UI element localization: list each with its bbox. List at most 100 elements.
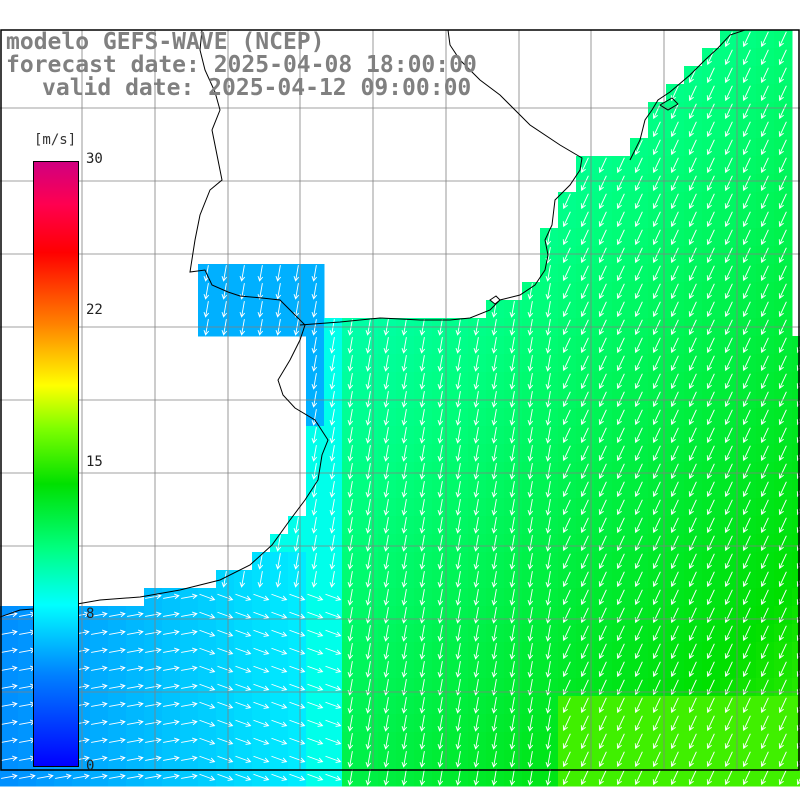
wind-arrow	[616, 283, 625, 300]
wind-arrow	[670, 265, 679, 282]
wind-arrow	[545, 697, 552, 714]
wind-arrow	[724, 175, 733, 192]
wind-arrow	[724, 85, 733, 102]
wind-arrow	[401, 355, 408, 372]
wind-arrow	[670, 625, 679, 642]
wind-arrow	[706, 175, 715, 192]
wind-arrow	[311, 535, 318, 552]
wind-arrow	[365, 607, 372, 624]
wind-arrow	[509, 607, 516, 624]
wind-arrow	[634, 139, 643, 156]
wind-arrow	[545, 535, 552, 552]
wind-arrow	[580, 517, 589, 534]
wind-arrow	[473, 427, 480, 444]
wind-arrow	[257, 301, 264, 318]
wind-arrow	[742, 283, 751, 300]
wind-arrow	[311, 373, 318, 390]
wind-arrow	[545, 265, 552, 282]
wind-speed-cell	[792, 516, 800, 535]
wind-arrow	[670, 427, 679, 444]
wind-arrow	[109, 665, 126, 672]
wind-arrow	[289, 701, 306, 709]
wind-arrow	[271, 737, 288, 745]
wind-arrow	[598, 229, 607, 246]
wind-arrow	[329, 571, 336, 588]
wind-arrow	[347, 733, 354, 750]
wind-arrow	[145, 683, 162, 690]
wind-arrow	[688, 535, 697, 552]
wind-arrow	[325, 611, 342, 619]
wind-arrow	[419, 589, 426, 606]
colorbar-unit: [m/s]	[34, 132, 77, 148]
wind-arrow	[37, 773, 54, 780]
wind-arrow	[760, 229, 769, 246]
wind-arrow	[1, 647, 18, 654]
wind-arrow	[401, 373, 408, 390]
wind-arrow	[778, 391, 787, 408]
wind-arrow	[670, 661, 679, 678]
wind-arrow	[163, 611, 180, 618]
wind-arrow	[598, 445, 607, 462]
wind-arrow	[778, 301, 787, 318]
wind-arrow	[455, 373, 462, 390]
wind-arrow	[383, 751, 390, 768]
wind-arrow	[545, 499, 552, 516]
wind-arrow	[778, 535, 787, 552]
wind-arrow	[127, 683, 144, 690]
wind-arrow	[401, 391, 408, 408]
wind-arrow	[706, 121, 715, 138]
wind-arrow	[634, 355, 643, 372]
wind-arrow	[527, 391, 534, 408]
wind-arrow	[365, 751, 372, 768]
wind-arrow	[401, 607, 408, 624]
wind-arrow	[670, 337, 679, 354]
wind-arrow	[347, 643, 354, 660]
wind-arrow	[235, 647, 252, 655]
wind-arrow	[760, 517, 769, 534]
wind-arrow	[760, 247, 769, 264]
wind-arrow	[724, 481, 733, 498]
wind-arrow	[724, 697, 733, 714]
wind-arrow	[289, 593, 306, 601]
wind-arrow	[688, 769, 697, 786]
wind-arrow	[760, 175, 769, 192]
wind-arrow	[598, 589, 607, 606]
wind-arrow	[545, 247, 552, 264]
wind-arrow	[706, 67, 715, 84]
wind-arrow	[778, 175, 787, 192]
wind-arrow	[724, 751, 733, 768]
wind-arrow	[634, 463, 643, 480]
wind-arrow	[491, 571, 498, 588]
wind-arrow	[760, 715, 769, 732]
wind-arrow	[221, 265, 228, 282]
wind-arrow	[419, 769, 426, 786]
wind-arrow	[778, 481, 787, 498]
wind-speed-cell	[792, 642, 800, 661]
wind-arrow	[401, 445, 408, 462]
wind-arrow	[742, 517, 751, 534]
wind-arrow	[598, 535, 607, 552]
wind-arrow	[163, 755, 180, 762]
wind-arrow	[365, 499, 372, 516]
wind-arrow	[383, 445, 390, 462]
wind-arrow	[742, 355, 751, 372]
wind-arrow	[235, 593, 252, 601]
wind-arrow	[365, 625, 372, 642]
wind-arrow	[307, 665, 324, 673]
wind-arrow	[760, 535, 769, 552]
wind-arrow	[760, 463, 769, 480]
wind-arrow	[91, 647, 108, 654]
wind-arrow	[509, 589, 516, 606]
wind-arrow	[437, 589, 444, 606]
wind-arrow	[127, 629, 144, 636]
wind-arrow	[634, 697, 643, 714]
wind-arrow	[307, 647, 324, 655]
wind-arrow	[634, 625, 643, 642]
wind-arrow	[473, 625, 480, 642]
wind-arrow	[670, 553, 679, 570]
wind-arrow	[253, 701, 270, 709]
wind-arrow	[329, 337, 336, 354]
wind-arrow	[545, 391, 552, 408]
wind-arrow	[545, 751, 552, 768]
wind-arrow	[527, 733, 534, 750]
